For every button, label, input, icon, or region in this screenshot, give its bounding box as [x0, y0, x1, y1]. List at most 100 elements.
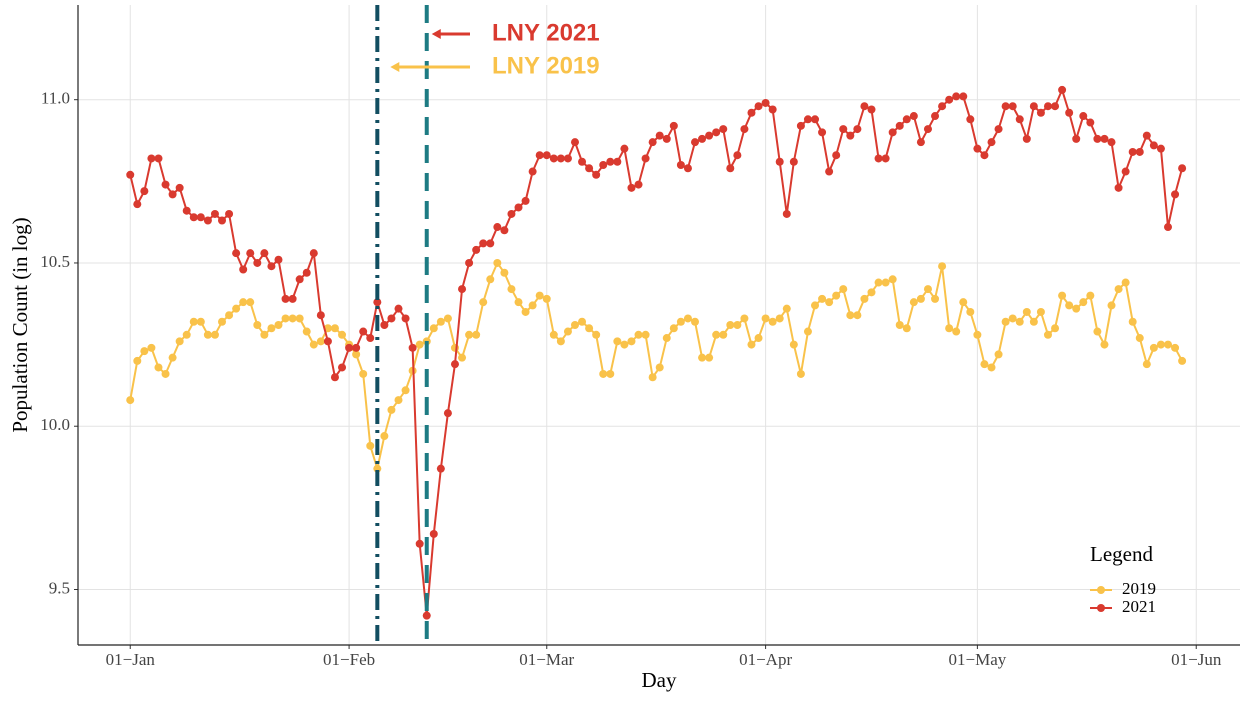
x-tick-label: 01−May — [949, 650, 1007, 669]
data-point — [232, 249, 241, 258]
annotation-arrowhead — [390, 62, 400, 72]
data-point — [846, 311, 855, 320]
data-point — [1072, 304, 1081, 313]
data-point — [281, 314, 290, 323]
data-point — [811, 115, 820, 124]
data-point — [500, 268, 509, 277]
data-point — [980, 360, 989, 369]
data-point — [606, 157, 615, 166]
data-point — [641, 330, 650, 339]
data-point — [408, 343, 417, 352]
data-point — [867, 105, 876, 114]
data-point — [210, 209, 219, 218]
data-point — [662, 134, 671, 143]
data-point — [620, 144, 629, 153]
data-point — [1029, 317, 1038, 326]
data-point — [916, 294, 925, 303]
data-point — [818, 294, 827, 303]
data-point — [225, 311, 234, 320]
data-point — [182, 206, 191, 215]
data-point — [620, 340, 629, 349]
data-point — [196, 317, 205, 326]
data-point — [246, 298, 255, 307]
data-point — [698, 134, 707, 143]
data-point — [528, 167, 537, 176]
data-point — [1022, 307, 1031, 316]
data-point — [486, 239, 495, 248]
data-point — [592, 170, 601, 179]
data-point — [691, 317, 700, 326]
data-point — [909, 298, 918, 307]
data-point — [323, 337, 332, 346]
data-point — [648, 138, 657, 147]
data-point — [1001, 317, 1010, 326]
data-point — [415, 340, 424, 349]
data-point — [613, 157, 622, 166]
data-point — [945, 324, 954, 333]
y-tick-label: 10.5 — [40, 252, 70, 271]
data-point — [309, 340, 318, 349]
data-point — [274, 255, 283, 264]
data-point — [874, 154, 883, 163]
data-point — [909, 112, 918, 121]
data-point — [768, 105, 777, 114]
data-point — [1079, 112, 1088, 121]
data-point — [1001, 102, 1010, 111]
data-point — [507, 285, 516, 294]
data-point — [1128, 317, 1137, 326]
data-point — [521, 196, 530, 205]
data-point — [359, 369, 368, 378]
data-point — [662, 334, 671, 343]
data-point — [803, 327, 812, 336]
data-point — [860, 102, 869, 111]
data-point — [592, 330, 601, 339]
data-point — [818, 128, 827, 137]
data-point — [966, 115, 975, 124]
data-point — [761, 314, 770, 323]
data-point — [1100, 134, 1109, 143]
data-point — [1036, 108, 1045, 117]
data-point — [260, 330, 269, 339]
data-point — [719, 330, 728, 339]
data-point — [1051, 324, 1060, 333]
data-point — [931, 112, 940, 121]
data-point — [563, 327, 572, 336]
data-point — [218, 216, 227, 225]
data-point — [627, 183, 636, 192]
data-point — [514, 298, 523, 307]
data-point — [161, 180, 170, 189]
data-point — [712, 330, 721, 339]
data-point — [1086, 291, 1095, 300]
data-point — [1171, 190, 1180, 199]
data-point — [923, 125, 932, 134]
legend-swatch — [1097, 604, 1105, 612]
data-point — [479, 298, 488, 307]
data-point — [330, 373, 339, 382]
data-point — [987, 138, 996, 147]
data-point — [994, 350, 1003, 359]
series-line — [129, 87, 1184, 616]
data-point — [853, 311, 862, 320]
data-point — [450, 360, 459, 369]
data-point — [422, 611, 431, 620]
data-point — [676, 317, 685, 326]
data-point — [867, 288, 876, 297]
data-point — [1086, 118, 1095, 127]
data-point — [641, 154, 650, 163]
data-point — [782, 304, 791, 313]
data-point — [443, 314, 452, 323]
data-point — [1079, 298, 1088, 307]
annotation-arrowhead — [431, 29, 441, 39]
data-point — [747, 108, 756, 117]
data-point — [648, 373, 657, 382]
data-point — [126, 396, 135, 405]
data-point — [1107, 138, 1116, 147]
data-point — [655, 131, 664, 140]
data-point — [938, 102, 947, 111]
data-point — [239, 298, 248, 307]
data-point — [175, 337, 184, 346]
data-point — [803, 115, 812, 124]
data-point — [302, 327, 311, 336]
data-point — [888, 128, 897, 137]
